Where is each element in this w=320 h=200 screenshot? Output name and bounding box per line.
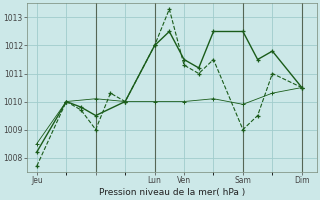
X-axis label: Pression niveau de la mer( hPa ): Pression niveau de la mer( hPa ) — [99, 188, 245, 197]
